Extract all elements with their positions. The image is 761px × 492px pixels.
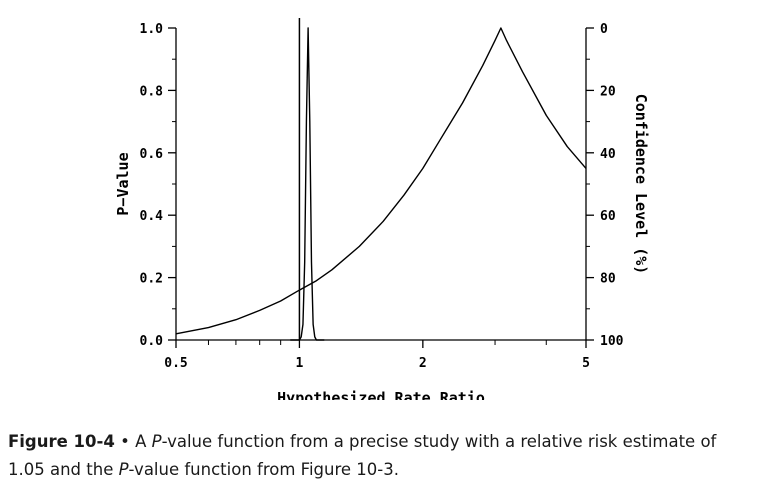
caption-bullet: • A [114, 432, 152, 451]
y-tick-label: 0.8 [140, 84, 164, 99]
y-axis-title: P−Value [114, 152, 132, 215]
y2-tick-label: 20 [600, 84, 616, 99]
p-value-curve-precise [290, 27, 325, 341]
y2-axis-title: Confidence Level (%) [632, 94, 650, 275]
y-tick-label: 0.4 [140, 209, 164, 224]
y2-tick-label: 100 [600, 334, 624, 349]
x-tick-label: 1 [296, 356, 304, 371]
y-tick-label: 0.0 [140, 334, 164, 349]
caption-p-italic-2: P [118, 460, 129, 479]
y2-tick-label: 40 [600, 147, 616, 162]
y-tick-label: 0.2 [140, 272, 163, 287]
x-tick-label: 2 [419, 356, 427, 371]
x-tick-label: 0.5 [164, 356, 187, 371]
x-tick-label: 5 [582, 356, 590, 371]
caption-p-italic-1: P [151, 432, 162, 451]
y-tick-label: 1.0 [140, 22, 164, 37]
x-axis-title: Hypothesized Rate Ratio [277, 389, 485, 400]
p-value-chart: 0.0 0.2 0.4 0.6 0.8 1.0 0 20 40 60 80 100 0.5 1 2 5 Hypo… [114, 18, 650, 407]
caption-text-1: -value function from a precise study wit… [8, 432, 717, 479]
caption-text-2: -value function from Figure 10-3. [128, 460, 399, 479]
chart-area: 0.0 0.2 0.4 0.6 0.8 1.0 0 20 40 60 80 100 0.5 1 2 5 Hypo… [114, 18, 650, 407]
p-value-curve-imprecise [175, 27, 587, 335]
caption-figure-number: Figure 10-4 [8, 432, 115, 451]
y2-tick-label: 0 [600, 22, 608, 37]
y2-tick-label: 80 [600, 272, 616, 287]
y-tick-label: 0.6 [140, 147, 164, 162]
y2-tick-label: 60 [600, 209, 616, 224]
figure-caption: Figure 10-4 • A P-value function from a … [8, 428, 753, 484]
